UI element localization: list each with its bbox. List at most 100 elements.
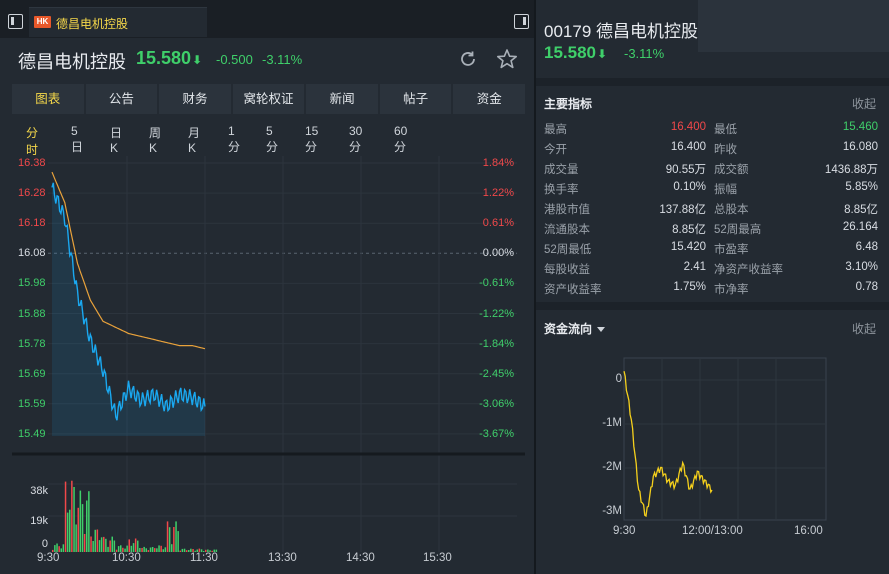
volume-bar (54, 545, 56, 552)
volume-bar (154, 548, 156, 552)
tab-capital[interactable]: 资金 (453, 84, 526, 114)
volume-bar (111, 536, 113, 552)
volume-bar (160, 545, 162, 552)
volume-bar (162, 549, 164, 552)
pct-tick: 0.61% (482, 217, 514, 230)
period-intraday[interactable]: 分时 (26, 126, 39, 157)
time-tick: 10:30 (112, 552, 141, 564)
volume-bar (177, 531, 179, 552)
indicator-label: 市盈率 (714, 244, 749, 256)
period-monthly[interactable]: 月K (188, 126, 201, 155)
indicator-label: 港股市值 (544, 204, 590, 216)
indicator-label: 成交量 (544, 164, 579, 176)
toggle-left-panel-icon[interactable] (8, 14, 23, 29)
indicator-label: 净资产收益率 (714, 264, 783, 276)
volume-tick-19k: 19k (30, 515, 48, 527)
tab-chart[interactable]: 图表 (12, 84, 84, 114)
price-tick: 15.59 (18, 397, 46, 410)
down-arrow-icon: ⬇ (597, 47, 608, 61)
period-30min[interactable]: 30分 (349, 124, 363, 154)
volume-bar (158, 545, 160, 552)
volume-bar (52, 549, 54, 552)
volume-bar (211, 550, 213, 552)
toggle-right-panel-icon[interactable] (514, 14, 529, 29)
panel-splitter[interactable] (534, 0, 536, 574)
period-weekly[interactable]: 周K (149, 126, 162, 155)
quote-panel: HK 德昌电机控股 德昌电机控股 15.580⬇ -0.500 -3.11% 图… (0, 0, 534, 564)
indicator-value: 6.48 (855, 241, 878, 253)
tab-posts[interactable]: 帖子 (379, 84, 452, 114)
flow-collapse-button[interactable]: 收起 (851, 322, 876, 336)
volume-bar (185, 550, 188, 552)
volume-bar (198, 548, 201, 552)
period-60min[interactable]: 60分 (394, 124, 408, 154)
period-5day[interactable]: 5日 (71, 124, 84, 154)
price-tick: 15.69 (18, 367, 46, 380)
indicator-label: 每股收益 (544, 264, 590, 276)
volume-bar (171, 544, 173, 552)
price-tick: 16.08 (18, 247, 46, 260)
volume-tick-38k: 38k (30, 485, 48, 497)
period-5min[interactable]: 5分 (266, 124, 279, 154)
volume-bar (100, 537, 103, 552)
volume-bar (147, 550, 150, 552)
period-15min[interactable]: 15分 (305, 124, 319, 154)
tab-news[interactable]: 新闻 (306, 84, 378, 114)
volume-bar (77, 507, 79, 552)
tab-warrants[interactable]: 窝轮权证 (232, 84, 305, 114)
price-tick: 16.18 (18, 217, 46, 230)
volume-bar (145, 548, 147, 552)
average-price-line (51, 171, 206, 350)
intraday-chart[interactable] (0, 148, 534, 552)
stock-name: 德昌电机控股 (18, 52, 126, 72)
volume-bar (56, 543, 58, 552)
stock-code-name: 00179 德昌电机控股 (544, 22, 699, 41)
price-change-pct: -3.11% (262, 52, 303, 67)
indicator-value: 90.55万 (665, 164, 706, 176)
indicators-collapse-button[interactable]: 收起 (851, 97, 876, 111)
volume-bar (137, 540, 139, 552)
volume-bar (139, 548, 141, 552)
tab-announcements[interactable]: 公告 (85, 84, 158, 114)
pct-tick: -1.22% (479, 307, 514, 320)
refresh-icon[interactable] (458, 49, 478, 69)
period-1min[interactable]: 1分 (228, 124, 241, 154)
volume-bar (156, 548, 158, 552)
star-icon[interactable] (496, 48, 518, 70)
indicator-value: 15.460 (842, 121, 878, 133)
volume-bar (115, 549, 118, 552)
volume-bar (175, 521, 177, 552)
volume-bar (141, 548, 143, 552)
pct-tick: -0.61% (479, 277, 514, 290)
volume-bar (124, 548, 126, 552)
flow-title[interactable]: 资金流向 (544, 320, 606, 337)
tab-financials[interactable]: 财务 (159, 84, 231, 114)
stock-tab[interactable]: HK 德昌电机控股 (29, 7, 207, 37)
time-tick: 13:30 (268, 552, 297, 564)
volume-bar (103, 536, 105, 552)
time-tick: 14:30 (346, 552, 375, 564)
right-change-pct: -3.11% (624, 46, 665, 61)
volume-bar (92, 541, 94, 552)
capital-flow-chart[interactable] (536, 350, 889, 525)
flow-time-tick: 12:00/13:00 (682, 525, 743, 537)
price-line (51, 182, 206, 421)
pct-tick: -2.45% (479, 367, 514, 380)
price-change: -0.500 (216, 52, 253, 67)
volume-bar (215, 549, 218, 552)
volume-bar (81, 504, 84, 552)
pct-tick: 0.00% (482, 247, 514, 260)
volume-bar (117, 546, 120, 552)
volume-bar (75, 524, 77, 552)
flow-tick: 0 (615, 373, 622, 385)
volume-bar (69, 509, 71, 552)
main-tabs: 图表 公告 财务 窝轮权证 新闻 帖子 资金 (12, 84, 526, 114)
period-daily[interactable]: 日K (110, 126, 123, 155)
indicator-row: 今开 16.400 昨收 16.080 (544, 141, 878, 161)
volume-bar (113, 540, 116, 552)
volume-bar (181, 548, 184, 552)
volume-bar (134, 538, 137, 552)
volume-bar (205, 549, 207, 552)
indicator-row: 换手率 0.10% 振幅 5.85% (544, 181, 878, 201)
indicator-label: 成交额 (714, 164, 749, 176)
